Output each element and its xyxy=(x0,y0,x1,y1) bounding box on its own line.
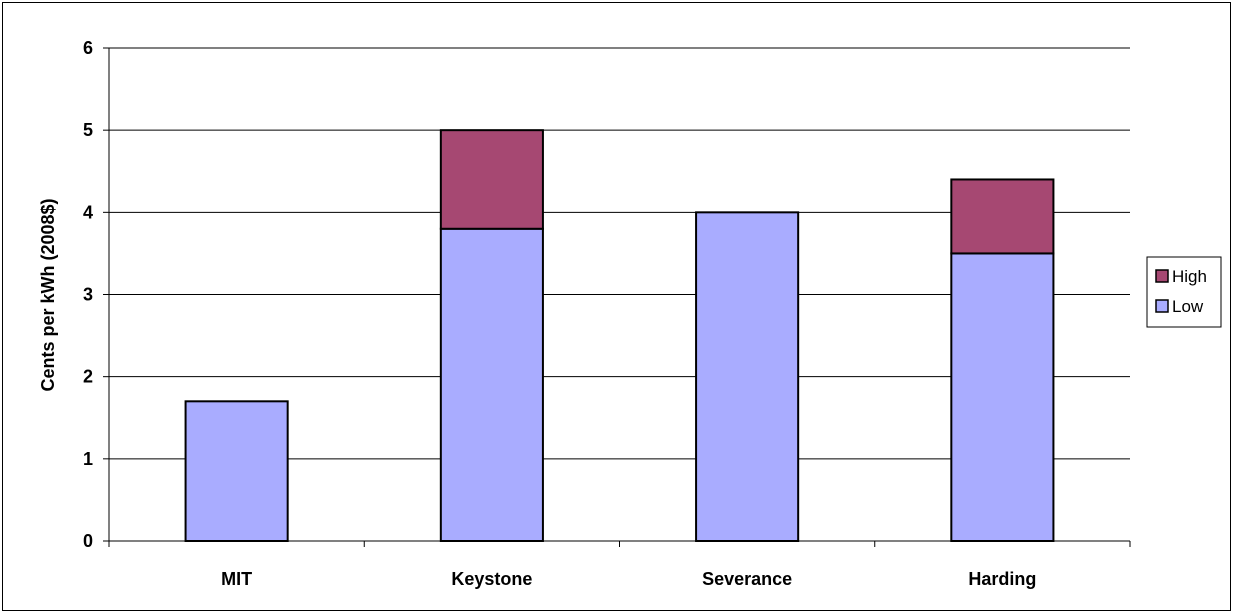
legend-swatch-high xyxy=(1155,269,1169,283)
bar-severance-low xyxy=(695,211,800,542)
legend-label-low: Low xyxy=(1172,297,1204,316)
x-tick-label: Harding xyxy=(968,569,1036,589)
bar-keystone-low xyxy=(439,227,544,542)
x-tick-label: MIT xyxy=(221,569,252,589)
y-tick-label: 6 xyxy=(83,38,93,58)
tick-labels: 0 1 2 3 4 5 6 MIT Keystone Severance Harding xyxy=(83,38,1036,589)
x-tick-label: Keystone xyxy=(451,569,532,589)
legend-label-high: High xyxy=(1172,267,1207,286)
legend-swatch-low xyxy=(1155,299,1169,313)
axes xyxy=(103,47,1131,547)
chart-svg: 0 1 2 3 4 5 6 MIT Keystone Severance Harding Cents… xyxy=(38,38,1222,589)
y-tick-label: 4 xyxy=(83,202,93,222)
bar-keystone-high xyxy=(439,129,544,230)
y-tick-label: 2 xyxy=(83,367,93,387)
y-tick-label: 0 xyxy=(83,531,93,551)
bar-harding-high xyxy=(950,178,1055,255)
legend-box xyxy=(1146,256,1222,328)
y-axis-title: Cents per kWh (2008$) xyxy=(38,198,58,391)
y-tick-label: 1 xyxy=(83,449,93,469)
bar-harding-low xyxy=(950,252,1055,543)
y-tick-label: 3 xyxy=(83,285,93,305)
x-tick-label: Severance xyxy=(702,569,792,589)
legend: High Low xyxy=(1146,256,1222,328)
bars xyxy=(184,129,1055,543)
bar-mit-low xyxy=(184,400,289,543)
y-tick-label: 5 xyxy=(83,120,93,140)
